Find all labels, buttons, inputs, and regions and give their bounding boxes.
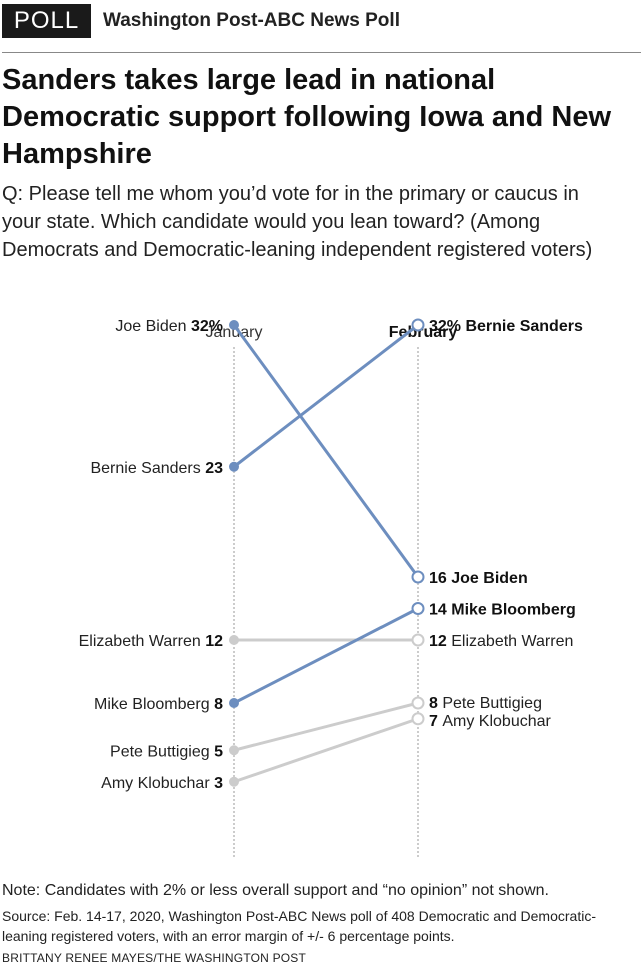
chart-source: Source: Feb. 14-17, 2020, Washington Pos… [2,908,596,944]
joe-biden-february-label: 16 Joe Biden [429,570,528,587]
bernie-sanders-january-point [229,461,239,472]
joe-biden-january-label: Joe Biden 32% [115,318,223,335]
mike-bloomberg-line [233,607,419,705]
pete-buttigieg-january-point [229,745,239,756]
mike-bloomberg-february-point [411,602,425,615]
series-lines [232,323,420,784]
amy-klobuchar-january-label: Amy Klobuchar 3 [101,775,223,792]
amy-klobuchar-february-label: 7 Amy Klobuchar [429,713,552,730]
amy-klobuchar-line [233,717,419,784]
joe-biden-february-point [411,570,425,584]
pete-buttigieg-february-point [411,696,425,710]
poll-badge: POLL [2,4,91,38]
bernie-sanders-line [233,323,419,468]
elizabeth-warren-january-point [229,635,239,645]
elizabeth-warren-february-point [411,633,425,647]
series-labels: Joe Biden 32% 16 Joe Biden Bernie Sanders … [79,318,583,792]
bernie-sanders-january-label: Bernie Sanders 23 [90,460,223,477]
elizabeth-warren-january-label: Elizabeth Warren 12 [79,633,223,650]
poll-source-name: Washington Post-ABC News Poll [103,10,400,31]
mike-bloomberg-january-point [229,698,239,708]
x-label-february: February [389,324,458,341]
amy-klobuchar-february-point [411,712,425,726]
amy-klobuchar-january-point [229,776,239,787]
mike-bloomberg-january-label: Mike Bloomberg 8 [94,696,223,713]
elizabeth-warren-february-label: 12 Elizabeth Warren [429,633,573,650]
pete-buttigieg-line [233,701,419,752]
mike-bloomberg-february-label: 14 Mike Bloomberg [429,602,576,619]
joe-biden-line [232,324,420,578]
bernie-sanders-february-point [411,318,425,332]
header-divider [2,52,641,53]
chart-title: Sanders takes large lead in national Dem… [2,64,612,170]
pete-buttigieg-january-label: Pete Buttigieg 5 [110,743,223,760]
poll-question: Q: Please tell me whom you’d vote for in… [2,183,593,261]
x-label-january: January [206,324,263,341]
slope-chart: January February Joe Biden 32% 16 Joe Bid… [79,318,583,858]
series-markers [229,318,425,787]
pete-buttigieg-february-label: 8 Pete Buttigieg [429,695,542,712]
chart-credit: BRITTANY RENEE MAYES/THE WASHINGTON POST [2,951,307,965]
poll-header: POLL Washington Post-ABC News Poll [0,0,643,52]
chart-note: Note: Candidates with 2% or less overall… [2,882,549,899]
bernie-sanders-february-label: 32% Bernie Sanders [429,318,583,335]
joe-biden-january-point [229,320,239,330]
